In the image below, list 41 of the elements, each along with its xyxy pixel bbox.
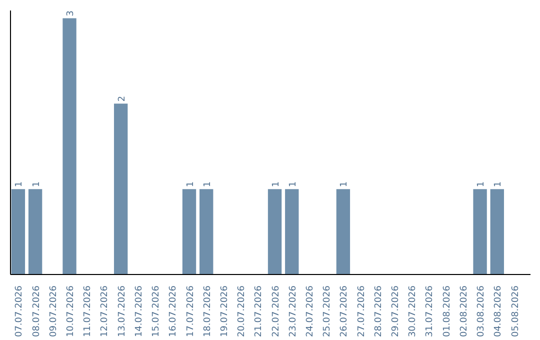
x-tick-label: 03.08.2026 xyxy=(476,285,487,338)
x-tick-label: 07.07.2026 xyxy=(14,285,25,338)
x-tick-label: 10.07.2026 xyxy=(66,285,76,338)
x-tick-label: 16.07.2026 xyxy=(168,285,179,338)
data-label: 1 xyxy=(32,181,42,188)
x-tick-label: 17.07.2026 xyxy=(186,285,196,338)
x-tick-label: 09.07.2026 xyxy=(48,285,59,338)
x-tick-label: 26.07.2026 xyxy=(340,285,350,338)
data-label: 2 xyxy=(117,96,128,102)
data-label: 1 xyxy=(288,181,298,188)
x-tick-label: 24.07.2026 xyxy=(305,285,316,338)
data-label: 1 xyxy=(340,181,350,188)
data-label: 1 xyxy=(14,181,25,188)
x-tick-label: 28.07.2026 xyxy=(374,285,384,338)
x-tick-label: 05.08.2026 xyxy=(510,285,521,338)
x-tick-label: 01.08.2026 xyxy=(442,285,452,338)
x-tick-label: 29.07.2026 xyxy=(391,285,402,338)
data-label: 1 xyxy=(271,181,282,188)
x-tick-label: 02.08.2026 xyxy=(459,285,470,338)
x-tick-label: 12.07.2026 xyxy=(100,285,110,338)
x-tick-label: 30.07.2026 xyxy=(408,285,418,338)
data-label: 1 xyxy=(202,181,213,188)
x-tick-label: 27.07.2026 xyxy=(356,285,367,338)
data-label: 1 xyxy=(476,181,487,188)
data-label: 3 xyxy=(66,10,76,16)
x-tick-label: 13.07.2026 xyxy=(117,285,128,338)
x-tick-label: 21.07.2026 xyxy=(254,285,264,338)
x-tick-label: 18.07.2026 xyxy=(202,285,213,338)
x-tick-label: 25.07.2026 xyxy=(322,285,333,338)
x-tick-label: 14.07.2026 xyxy=(134,285,144,338)
x-tick-label: 23.07.2026 xyxy=(288,285,298,338)
x-tick-label: 31.07.2026 xyxy=(425,285,436,338)
x-tick-label: 11.07.2026 xyxy=(83,285,94,338)
x-tick-label: 15.07.2026 xyxy=(152,285,162,338)
x-tick-label: 04.08.2026 xyxy=(494,285,504,338)
x-tick-label: 20.07.2026 xyxy=(237,285,248,338)
x-tick-label: 22.07.2026 xyxy=(271,285,282,338)
data-label: 1 xyxy=(186,181,196,188)
x-tick-label: 08.07.2026 xyxy=(32,285,42,338)
x-tick-label: 19.07.2026 xyxy=(220,285,230,338)
data-label: 1 xyxy=(494,181,504,188)
